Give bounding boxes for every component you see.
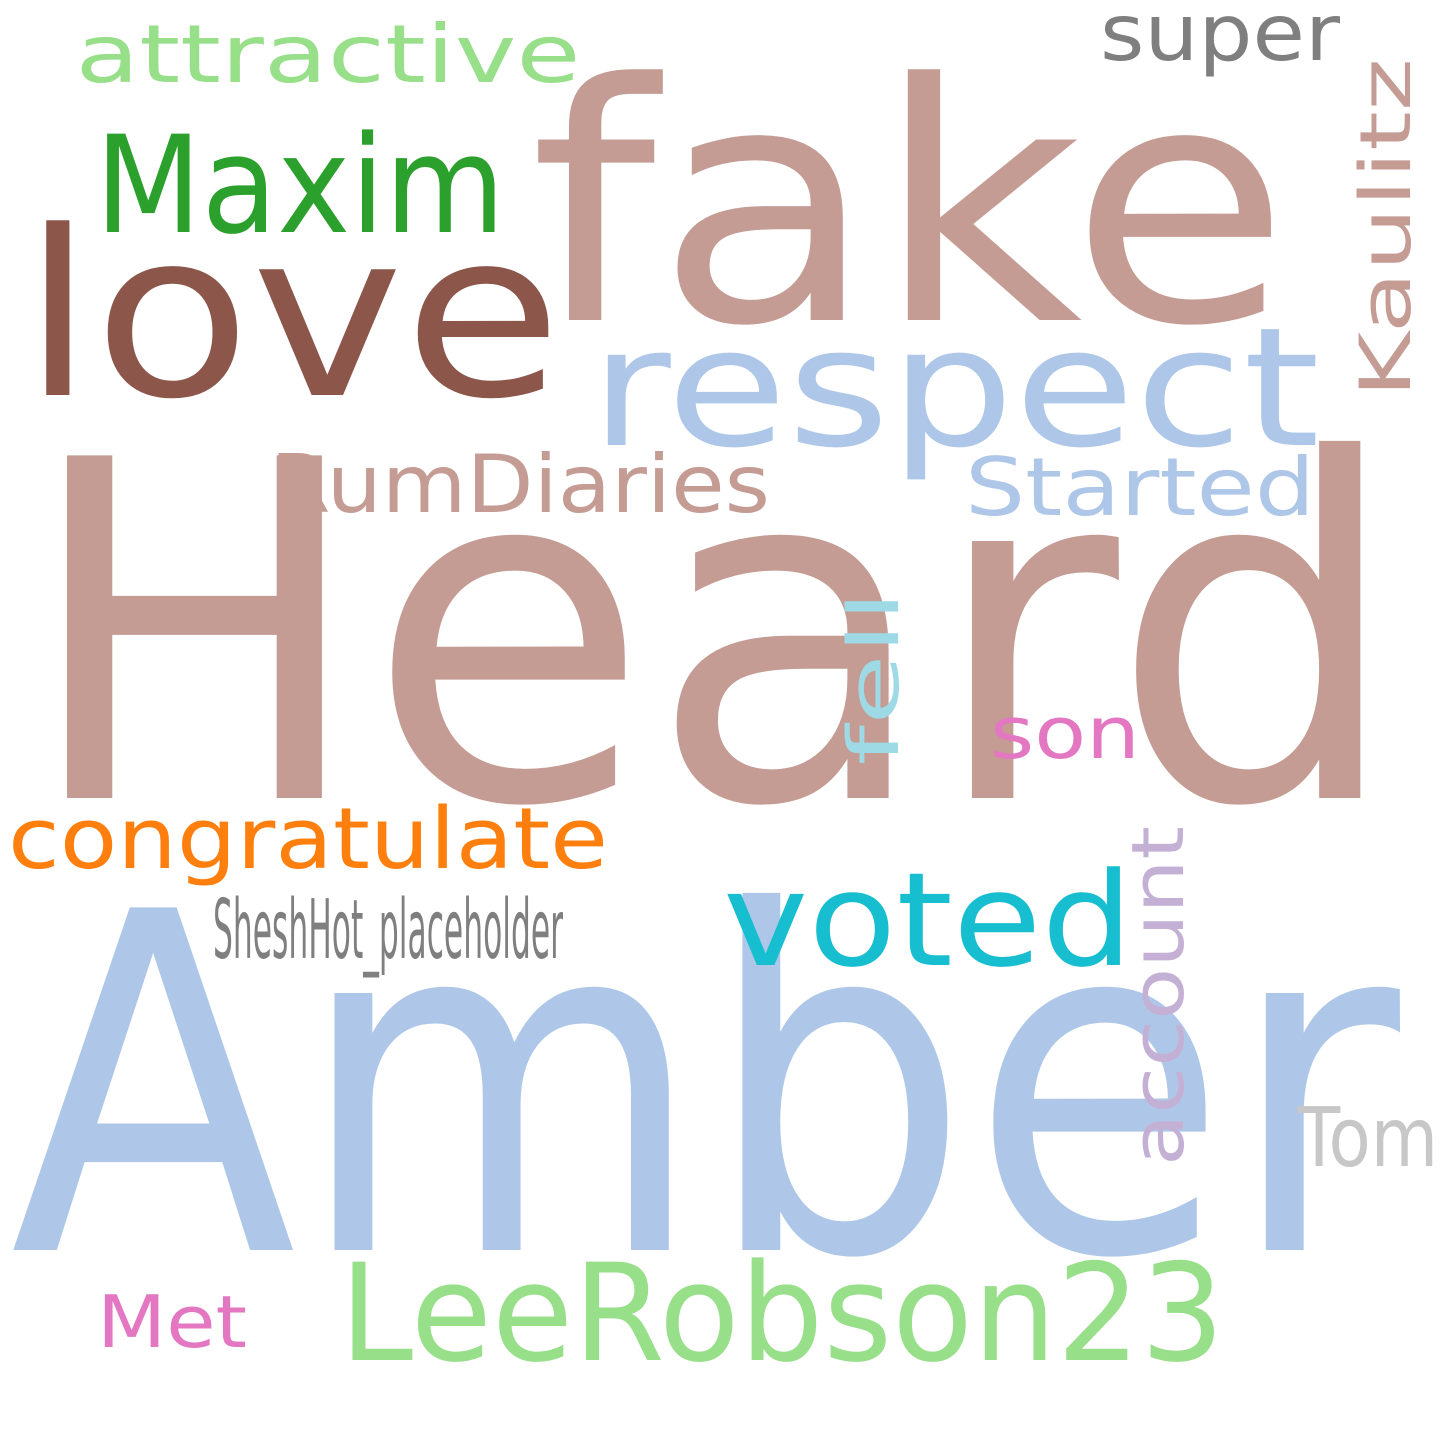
- word-heard: Heard: [22, 362, 1402, 909]
- word-rumdiaries: RumDiaries: [270, 438, 770, 531]
- word-leerobson23: LeeRobson23: [340, 1235, 1225, 1392]
- word-fell: fell: [833, 591, 915, 766]
- word-son: son: [990, 691, 1140, 775]
- word-sheshot: SheshHot_placeholder: [213, 883, 563, 978]
- word-kaulitz: Kaulitz: [1345, 58, 1427, 398]
- word-tom: Tom: [1297, 1091, 1438, 1186]
- word-super: super: [1100, 0, 1341, 79]
- word-met: Met: [97, 1280, 247, 1364]
- word-started: Started: [965, 441, 1315, 534]
- word-account: account: [1116, 826, 1200, 1166]
- word-congratulate: congratulate: [8, 790, 608, 889]
- word-amber: Amber: [10, 814, 1404, 1361]
- word-voted: voted: [723, 844, 1133, 996]
- word-respect: respect: [590, 292, 1320, 484]
- word-fake: fake: [530, 14, 1290, 398]
- word-attractive: attractive: [76, 8, 581, 101]
- word-love: love: [22, 183, 562, 450]
- word-maxim: Maxim: [95, 107, 505, 264]
